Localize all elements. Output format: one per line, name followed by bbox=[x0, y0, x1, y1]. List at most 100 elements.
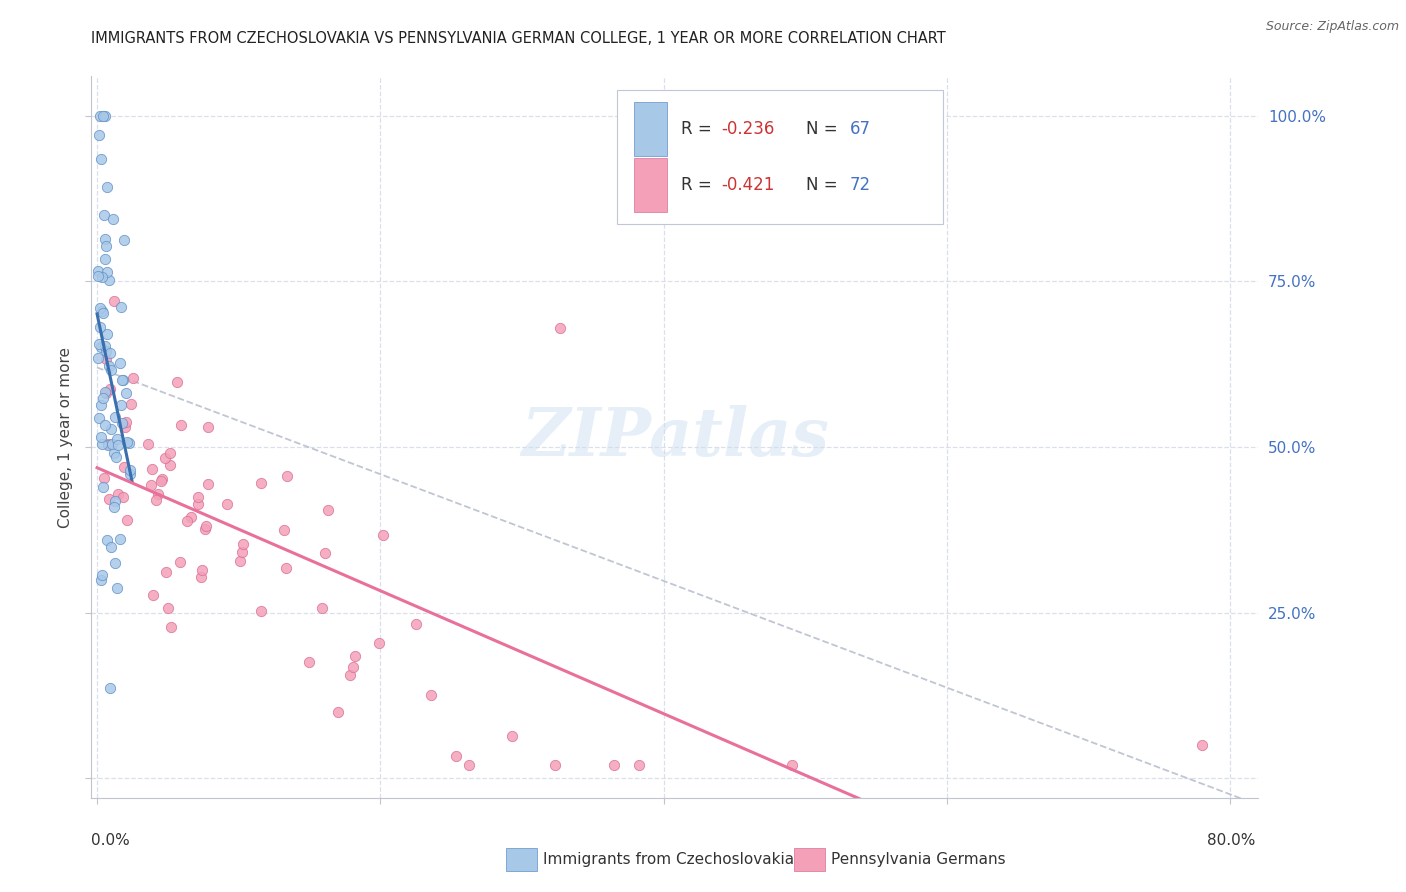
Point bbox=[117, 513, 139, 527]
Point bbox=[1191, 739, 1213, 753]
Point bbox=[94, 339, 117, 353]
Text: N =: N = bbox=[806, 120, 837, 138]
Point bbox=[87, 336, 110, 351]
Point bbox=[96, 239, 118, 253]
Point bbox=[105, 581, 128, 595]
Point bbox=[603, 758, 626, 772]
Point bbox=[97, 273, 120, 287]
Text: 80.0%: 80.0% bbox=[1208, 833, 1256, 847]
Point bbox=[98, 491, 121, 506]
Point bbox=[156, 600, 179, 615]
Point bbox=[229, 554, 252, 568]
Text: -0.236: -0.236 bbox=[721, 120, 775, 138]
Point bbox=[231, 545, 253, 559]
Point bbox=[187, 491, 209, 505]
Point bbox=[117, 436, 139, 450]
Text: R =: R = bbox=[681, 120, 711, 138]
Point bbox=[150, 472, 173, 486]
Point bbox=[94, 232, 117, 246]
Point bbox=[501, 729, 523, 743]
Point bbox=[107, 438, 129, 452]
Point bbox=[170, 418, 193, 433]
Point bbox=[115, 386, 138, 401]
Point bbox=[141, 477, 163, 491]
Point bbox=[342, 659, 364, 673]
Point bbox=[548, 320, 571, 334]
Point bbox=[97, 437, 120, 451]
Point bbox=[298, 655, 321, 669]
Point bbox=[155, 450, 177, 465]
Point bbox=[111, 373, 134, 387]
Point bbox=[112, 233, 135, 247]
Point bbox=[780, 758, 803, 772]
Point bbox=[89, 320, 111, 334]
Point bbox=[169, 555, 191, 569]
Point bbox=[159, 446, 181, 460]
Point bbox=[108, 533, 131, 547]
Point bbox=[91, 270, 114, 285]
Point bbox=[194, 522, 217, 536]
FancyBboxPatch shape bbox=[634, 158, 666, 212]
Point bbox=[104, 450, 127, 464]
Point bbox=[87, 411, 110, 425]
Point bbox=[98, 382, 121, 396]
Point bbox=[103, 493, 125, 508]
Point bbox=[103, 294, 125, 309]
Point bbox=[90, 340, 112, 354]
Point bbox=[87, 351, 110, 366]
Point bbox=[91, 306, 114, 320]
Point bbox=[107, 487, 129, 501]
FancyBboxPatch shape bbox=[617, 90, 943, 224]
Text: R =: R = bbox=[681, 176, 711, 194]
Point bbox=[276, 468, 298, 483]
Point bbox=[94, 418, 117, 433]
Point bbox=[103, 446, 125, 460]
Point bbox=[89, 128, 111, 143]
Point bbox=[149, 474, 172, 488]
Point bbox=[90, 429, 112, 443]
Point bbox=[458, 758, 481, 772]
Point bbox=[96, 344, 118, 359]
Point bbox=[344, 649, 367, 664]
Point bbox=[141, 462, 163, 476]
Point bbox=[115, 435, 138, 450]
Point bbox=[197, 419, 219, 434]
Text: Pennsylvania Germans: Pennsylvania Germans bbox=[831, 853, 1005, 867]
Point bbox=[111, 491, 134, 505]
Point bbox=[96, 386, 118, 401]
Point bbox=[444, 748, 467, 763]
Point bbox=[326, 705, 349, 719]
FancyBboxPatch shape bbox=[634, 103, 666, 156]
Point bbox=[93, 471, 115, 485]
Point bbox=[98, 681, 121, 696]
Point bbox=[90, 398, 112, 412]
Point bbox=[273, 523, 295, 537]
Point bbox=[194, 519, 217, 533]
Point bbox=[405, 616, 427, 631]
Point bbox=[89, 109, 111, 123]
Point bbox=[96, 533, 118, 547]
Point bbox=[90, 152, 112, 166]
Point bbox=[87, 268, 110, 283]
Point bbox=[108, 356, 131, 370]
Point bbox=[276, 561, 298, 575]
Point bbox=[105, 432, 128, 446]
Point bbox=[101, 211, 124, 226]
Text: 72: 72 bbox=[849, 176, 872, 194]
Point bbox=[316, 503, 339, 517]
Point bbox=[110, 300, 132, 314]
Point bbox=[120, 396, 142, 410]
Point bbox=[91, 480, 114, 494]
Point bbox=[419, 688, 441, 702]
Text: Immigrants from Czechoslovakia: Immigrants from Czechoslovakia bbox=[543, 853, 794, 867]
Point bbox=[100, 422, 122, 436]
Point bbox=[96, 351, 118, 366]
Text: 67: 67 bbox=[849, 120, 870, 138]
Point bbox=[96, 264, 118, 278]
Point bbox=[90, 573, 112, 587]
Point bbox=[544, 758, 567, 772]
Point bbox=[87, 263, 110, 277]
Point bbox=[94, 109, 117, 123]
Point bbox=[91, 303, 114, 318]
Text: -0.421: -0.421 bbox=[721, 176, 775, 194]
